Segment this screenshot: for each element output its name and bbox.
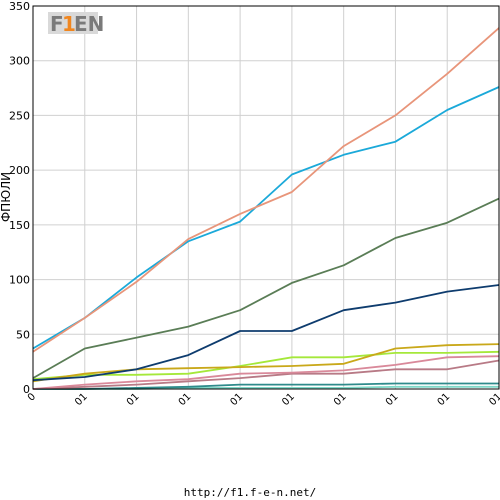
logo-box [48,12,98,34]
x-tick-label: 0 [26,391,38,403]
series-line [32,197,500,379]
y-tick-label: 100 [9,274,30,287]
chart-series [32,27,500,390]
y-tick-label: 150 [9,219,30,232]
series-line [32,350,500,381]
x-tick-label: 01 [332,391,349,408]
logo: F 1 EN [48,12,104,36]
series-line [33,382,499,390]
series-line [32,355,500,390]
y-tick-label: 50 [16,328,30,341]
x-tick-label: 01 [73,391,90,408]
series-line [32,359,500,390]
series-line [32,86,500,350]
series-line [32,343,500,383]
x-tick-label: 01 [280,391,297,408]
x-tick-label: 01 [228,391,245,408]
logo-letter: F [50,12,64,36]
x-axis-ticks: 0 01 01 01 01 01 01 01 01 01 [26,391,500,408]
logo-letters: EN [74,12,104,36]
logo-number: 1 [62,12,76,36]
x-tick-label: 01 [177,391,194,408]
x-tick-label: 01 [125,391,142,408]
series-line [32,27,500,353]
x-tick-label: 01 [436,391,453,408]
y-tick-label: 0 [23,383,30,396]
series-line [32,284,500,382]
x-tick-label: 01 [487,391,500,408]
footer-url[interactable]: http://f1.f-e-n.net/ [183,486,317,499]
y-tick-label: 350 [9,0,30,13]
y-axis-ticks: 0 50 100 150 200 250 300 350 [9,0,30,396]
y-tick-label: 200 [9,164,30,177]
plot-frame [32,5,500,390]
y-tick-label: 300 [9,55,30,68]
y-tick-label: 250 [9,109,30,122]
y-axis-label: ФПЮЛИ [0,172,13,222]
x-tick-label: 01 [384,391,401,408]
